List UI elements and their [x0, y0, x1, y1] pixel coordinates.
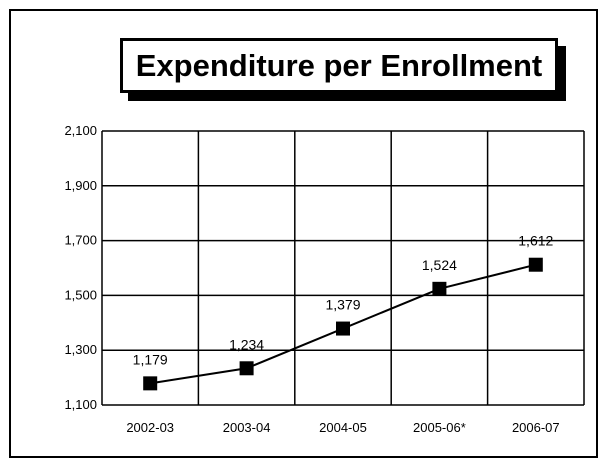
y-tick-label: 1,500 — [64, 287, 97, 302]
series-line — [143, 257, 543, 391]
y-tick-label: 1,100 — [64, 397, 97, 412]
x-axis: 2002-03 2003-04 2004-05 2005-06* 2006-07 — [126, 420, 559, 435]
chart-title: Expenditure per Enrollment — [135, 47, 543, 83]
title-box: Expenditure per Enrollment — [120, 38, 558, 93]
data-point-marker — [432, 281, 447, 296]
data-point-marker — [239, 361, 254, 376]
x-tick-label: 2005-06* — [413, 420, 466, 435]
data-label: 1,234 — [229, 336, 264, 352]
y-tick-label: 2,100 — [64, 123, 97, 138]
data-labels: 1,179 1,234 1,379 1,524 1,612 — [133, 233, 554, 368]
data-label: 1,524 — [422, 257, 457, 273]
x-tick-label: 2006-07 — [512, 420, 560, 435]
data-label: 1,612 — [518, 233, 553, 249]
y-axis: 1,100 1,300 1,500 1,700 1,900 2,100 — [64, 123, 97, 412]
x-tick-label: 2004-05 — [319, 420, 367, 435]
data-point-marker — [528, 257, 543, 272]
data-label: 1,179 — [133, 351, 168, 367]
y-tick-label: 1,900 — [64, 178, 97, 193]
data-label: 1,379 — [325, 297, 360, 313]
y-tick-label: 1,300 — [64, 342, 97, 357]
data-point-marker — [143, 376, 158, 391]
x-tick-label: 2003-04 — [223, 420, 271, 435]
grid — [101, 130, 585, 406]
x-tick-label: 2002-03 — [126, 420, 174, 435]
y-tick-label: 1,700 — [64, 233, 97, 248]
data-point-marker — [336, 321, 350, 336]
